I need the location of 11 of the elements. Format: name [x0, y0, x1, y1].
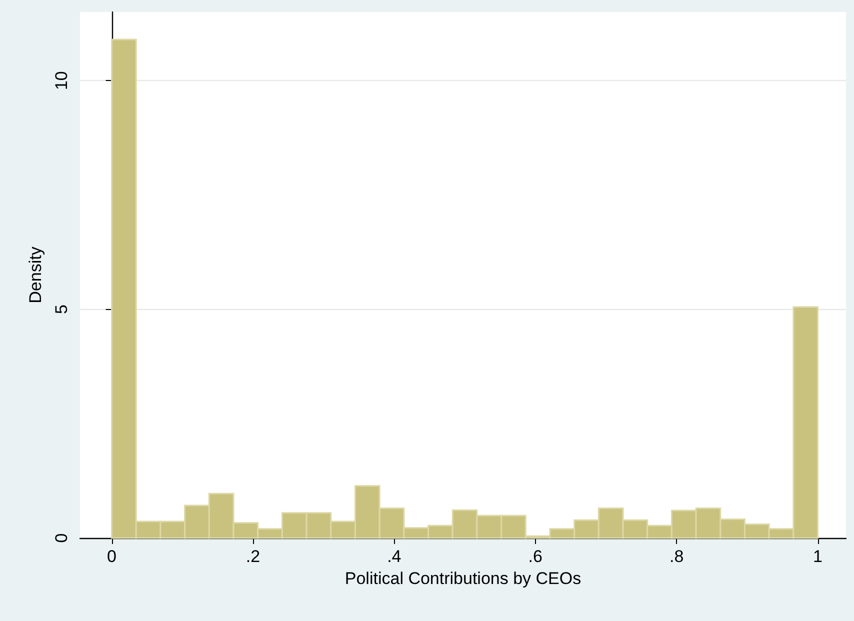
- y-tick-label: 0: [52, 533, 71, 543]
- x-axis-title: Political Contributions by CEOs: [344, 568, 582, 588]
- y-axis-title: Density: [26, 246, 45, 304]
- x-tick-label: .8: [669, 547, 684, 566]
- x-tick-label: 1: [813, 547, 822, 566]
- x-tick-label: .2: [246, 547, 260, 566]
- x-tick-label: .6: [528, 547, 542, 566]
- x-tick-label: .4: [387, 547, 402, 566]
- y-tick-label: 10: [52, 71, 71, 90]
- y-tick-label: 5: [52, 304, 71, 314]
- x-tick-label: 0: [107, 547, 117, 566]
